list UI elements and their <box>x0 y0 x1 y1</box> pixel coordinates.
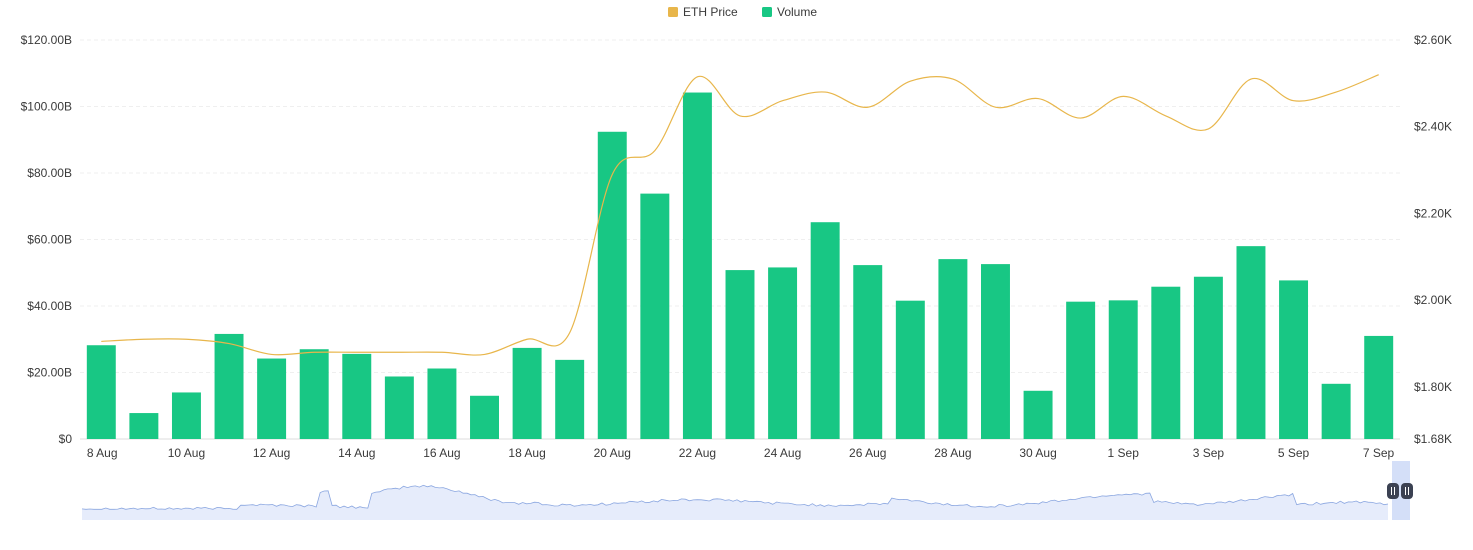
x-axis-tick-label: 3 Sep <box>1193 446 1225 460</box>
right-axis-tick-label: $1.80K <box>1414 380 1452 394</box>
volume-bar[interactable] <box>1108 300 1138 439</box>
volume-bar[interactable] <box>1279 280 1309 439</box>
navigator-handle-left[interactable] <box>1387 483 1399 499</box>
volume-bar[interactable] <box>512 347 542 439</box>
left-axis-tick-label: $80.00B <box>27 166 72 180</box>
volume-bars <box>86 92 1394 439</box>
volume-bar[interactable] <box>86 345 116 439</box>
volume-bar[interactable] <box>981 264 1010 439</box>
x-axis-tick-label: 8 Aug <box>87 446 118 460</box>
volume-bar[interactable] <box>555 359 585 439</box>
volume-bar[interactable] <box>853 265 883 439</box>
left-axis-tick-label: $40.00B <box>27 299 72 313</box>
volume-bar[interactable] <box>1193 276 1223 439</box>
x-axis-tick-label: 12 Aug <box>253 446 290 460</box>
x-axis-tick-label: 14 Aug <box>338 446 375 460</box>
right-axis-tick-label: $1.68K <box>1414 432 1452 446</box>
right-axis-tick-label: $2.40K <box>1414 120 1452 134</box>
volume-bar[interactable] <box>257 358 287 439</box>
volume-bar[interactable] <box>1023 390 1053 439</box>
volume-bar[interactable] <box>768 267 798 439</box>
volume-bar[interactable] <box>129 413 159 439</box>
right-axis: $1.68K $1.80K $2.00K $2.20K $2.40K $2.60K <box>1414 33 1452 446</box>
volume-bar[interactable] <box>725 270 755 439</box>
navigator-handle-right[interactable] <box>1401 483 1413 499</box>
navigator-area <box>82 485 1388 520</box>
left-axis-tick-label: $120.00B <box>21 33 72 47</box>
volume-bar[interactable] <box>299 349 329 439</box>
volume-bar[interactable] <box>1151 286 1181 439</box>
volume-bar[interactable] <box>1066 301 1096 439</box>
x-axis-tick-label: 22 Aug <box>679 446 716 460</box>
x-axis-tick-label: 7 Sep <box>1363 446 1395 460</box>
volume-bar[interactable] <box>470 395 499 439</box>
x-axis-tick-label: 20 Aug <box>594 446 631 460</box>
eth-price-line <box>101 74 1379 356</box>
volume-bar[interactable] <box>810 222 840 439</box>
volume-bar[interactable] <box>342 353 372 439</box>
x-axis-tick-label: 30 Aug <box>1019 446 1056 460</box>
x-axis-tick-label: 1 Sep <box>1108 446 1140 460</box>
left-axis-tick-label: $60.00B <box>27 233 72 247</box>
volume-bar[interactable] <box>384 376 414 439</box>
left-axis-tick-label: $100.00B <box>21 100 72 114</box>
left-axis-tick-label: $0 <box>59 432 73 446</box>
legend: ETH Price Volume <box>668 5 817 19</box>
left-axis-tick-label: $20.00B <box>27 366 72 380</box>
navigator[interactable] <box>81 461 1413 520</box>
legend-swatch-0 <box>668 7 678 17</box>
x-axis-tick-label: 26 Aug <box>849 446 886 460</box>
legend-label-0: ETH Price <box>683 5 738 19</box>
x-axis-tick-label: 18 Aug <box>508 446 545 460</box>
volume-bar[interactable] <box>214 333 244 439</box>
volume-bar[interactable] <box>1321 383 1351 439</box>
volume-bar[interactable] <box>640 193 670 439</box>
price-line-group <box>101 74 1379 356</box>
left-axis: $0 $20.00B $40.00B $60.00B $80.00B $100.00B $1… <box>21 33 73 446</box>
x-axis-tick-label: 24 Aug <box>764 446 801 460</box>
x-axis-tick-label: 16 Aug <box>423 446 460 460</box>
volume-bar[interactable] <box>171 392 201 439</box>
navigator-line <box>81 484 1389 510</box>
volume-bar[interactable] <box>427 368 457 439</box>
volume-bar[interactable] <box>895 300 925 439</box>
volume-bar[interactable] <box>1364 335 1394 439</box>
volume-bar[interactable] <box>597 131 627 439</box>
x-axis-tick-label: 5 Sep <box>1278 446 1310 460</box>
right-axis-tick-label: $2.20K <box>1414 206 1452 220</box>
volume-bar[interactable] <box>938 259 968 439</box>
right-axis-tick-label: $2.60K <box>1414 33 1452 47</box>
x-axis-tick-label: 28 Aug <box>934 446 971 460</box>
volume-bar[interactable] <box>1236 246 1266 439</box>
x-axis: 8 Aug 10 Aug 12 Aug 14 Aug 16 Aug 18 Aug 20 Au… <box>87 446 1395 460</box>
volume-bar[interactable] <box>682 92 712 439</box>
legend-label-1: Volume <box>777 5 817 19</box>
right-axis-tick-label: $2.00K <box>1414 293 1452 307</box>
x-axis-tick-label: 10 Aug <box>168 446 205 460</box>
legend-swatch-1 <box>762 7 772 17</box>
